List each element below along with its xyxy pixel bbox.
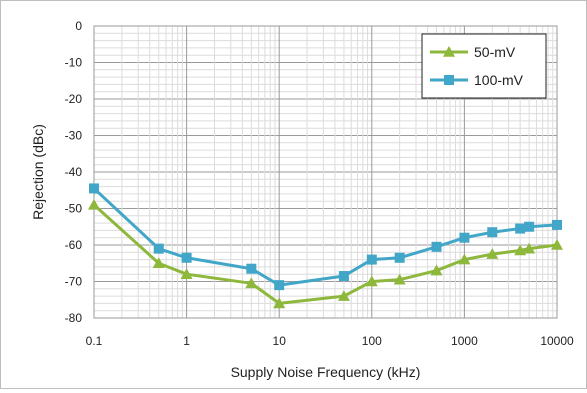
x-tick-label: 10 (273, 334, 287, 348)
series-100-mV (89, 183, 562, 291)
legend-label: 100-mV (474, 72, 524, 88)
legend-marker (443, 46, 455, 57)
y-tick-label: -50 (65, 202, 83, 216)
y-tick-label: -80 (65, 311, 83, 325)
data-point (430, 264, 443, 276)
data-point (486, 248, 499, 259)
data-point (523, 242, 536, 254)
data-point (552, 219, 562, 230)
x-tick-label: 10000 (540, 334, 574, 348)
data-point (458, 253, 471, 265)
data-point (515, 223, 526, 234)
y-tick-label: -20 (65, 92, 83, 106)
y-tick-label: -10 (65, 56, 83, 70)
legend-marker (444, 75, 454, 85)
data-point (524, 221, 535, 232)
legend-item: 100-mV (430, 72, 524, 88)
series-line (92, 203, 558, 305)
data-point (338, 271, 349, 282)
data-point (394, 252, 405, 263)
data-point (153, 243, 164, 254)
data-point (274, 280, 285, 291)
y-axis-ticks: 0 -10 -20 -30 -40 -50 -60 -70 -80 (65, 19, 83, 325)
legend-item: 50-mV (430, 44, 516, 60)
data-point (487, 227, 498, 238)
data-point (181, 252, 192, 263)
data-point (337, 290, 350, 301)
series-50-mV (88, 198, 563, 309)
data-point (551, 239, 563, 250)
data-point (89, 183, 99, 194)
data-point (431, 241, 442, 252)
y-tick-label: -60 (65, 238, 83, 252)
data-point (88, 198, 100, 210)
x-axis-title: Supply Noise Frequency (kHz) (231, 364, 421, 380)
x-tick-label: 1000 (451, 334, 478, 348)
y-tick-label: -70 (65, 275, 83, 289)
plot-area (93, 25, 558, 319)
legend-label: 50-mV (474, 44, 516, 60)
x-tick-label: 1 (183, 334, 190, 348)
data-point (245, 277, 258, 289)
x-tick-label: 100 (362, 334, 382, 348)
y-tick-label: -30 (65, 129, 83, 143)
legend: 50-mV 100-mV (421, 33, 547, 99)
y-axis-title: Rejection (dBc) (30, 124, 46, 220)
y-tick-label: -40 (65, 165, 83, 179)
data-point (459, 232, 470, 243)
x-tick-label: 0.1 (86, 334, 103, 348)
data-point (180, 268, 193, 279)
y-tick-label: 0 (75, 19, 82, 33)
series-group (88, 183, 563, 309)
data-point (393, 273, 406, 285)
data-point (365, 275, 378, 287)
data-point (246, 263, 257, 274)
data-point (152, 257, 165, 269)
data-point (514, 244, 527, 256)
data-point (366, 254, 377, 265)
legend-box (421, 33, 547, 99)
x-axis-ticks: 0.1 1 10 100 1000 10000 (86, 334, 574, 348)
data-point (273, 297, 286, 309)
